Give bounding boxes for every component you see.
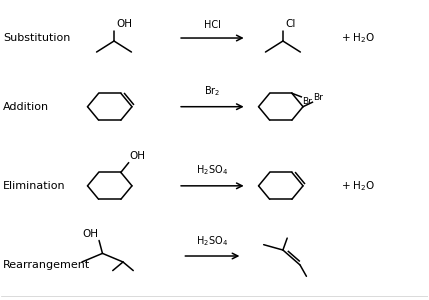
Text: OH: OH: [116, 19, 132, 29]
Text: HCl: HCl: [204, 20, 221, 30]
Text: OH: OH: [130, 151, 145, 161]
Text: + H$_2$O: + H$_2$O: [341, 179, 375, 193]
Text: Br$_2$: Br$_2$: [204, 85, 221, 98]
Text: Substitution: Substitution: [3, 33, 70, 43]
Text: Elimination: Elimination: [3, 181, 66, 191]
Text: H$_2$SO$_4$: H$_2$SO$_4$: [196, 164, 228, 178]
Text: Addition: Addition: [3, 102, 49, 112]
Text: Br: Br: [302, 98, 312, 106]
Text: Br: Br: [313, 93, 323, 102]
Text: H$_2$SO$_4$: H$_2$SO$_4$: [196, 234, 228, 248]
Text: + H$_2$O: + H$_2$O: [341, 31, 375, 45]
Text: Cl: Cl: [285, 19, 296, 29]
Text: OH: OH: [82, 229, 98, 239]
Text: Rearrangement: Rearrangement: [3, 260, 90, 270]
